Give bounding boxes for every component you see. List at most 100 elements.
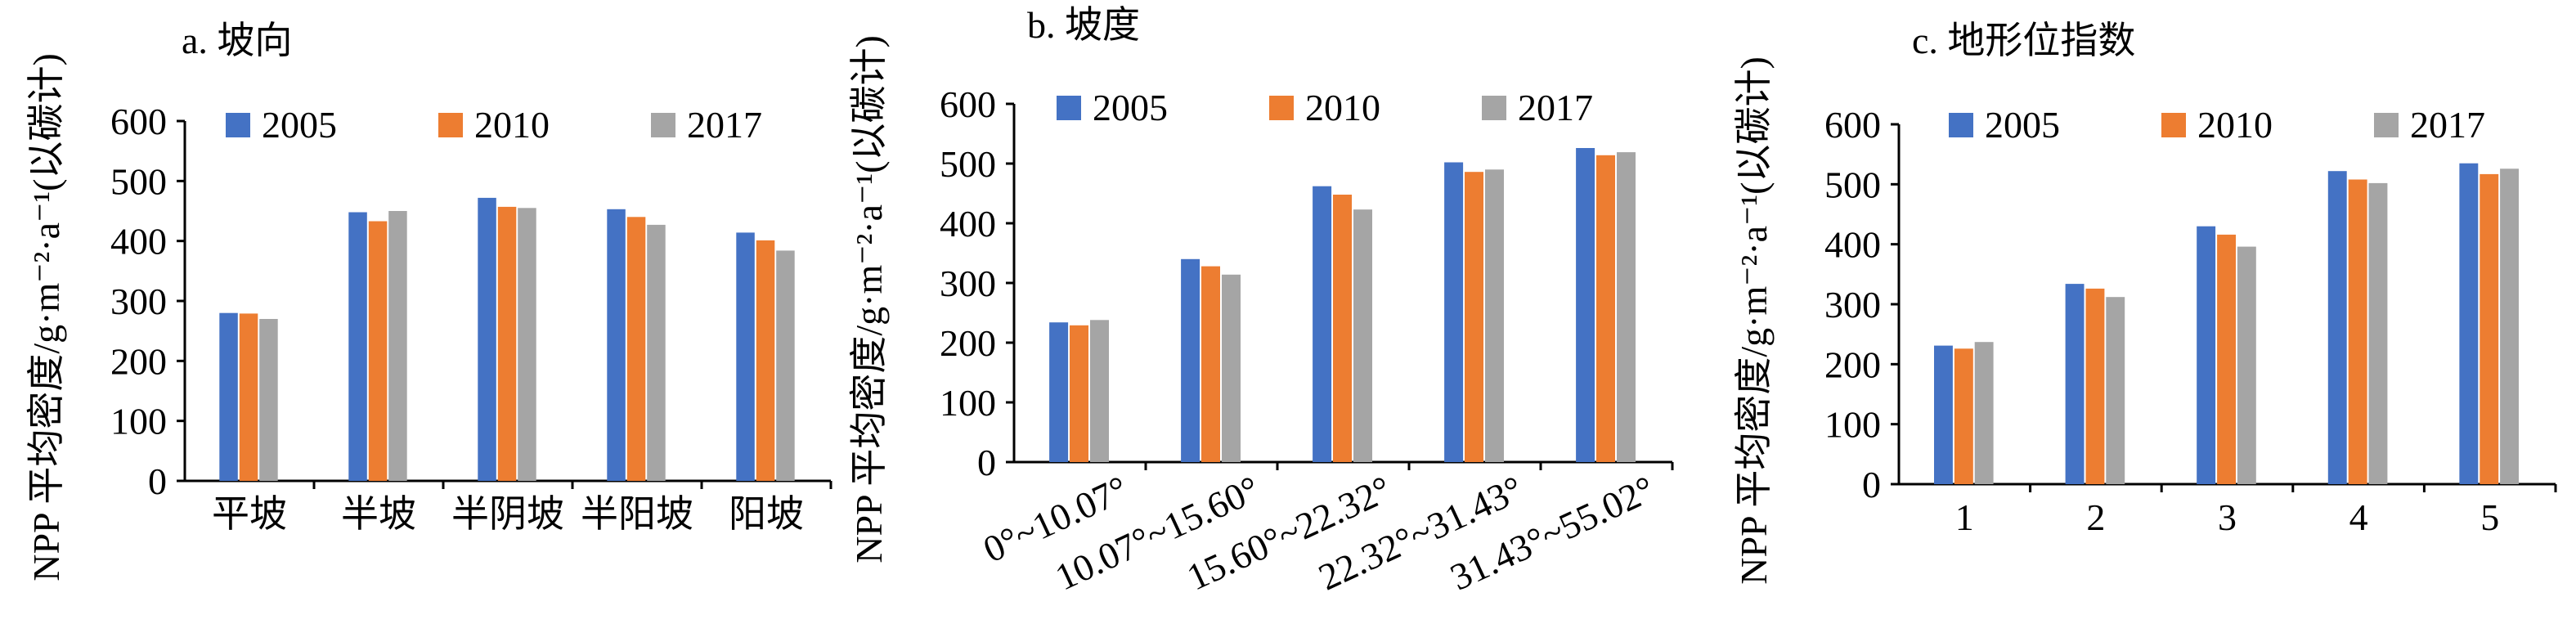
x-tick-label: 平坡 (212, 493, 287, 535)
y-tick-label: 300 (110, 281, 167, 322)
y-tick-label: 0 (977, 442, 996, 483)
bar-2017-1 (1090, 320, 1109, 462)
bar-2010-2 (2085, 288, 2105, 484)
bar-2010-1 (239, 313, 258, 481)
bar-2005-1 (1934, 345, 1953, 484)
chart-title: c. 地形位指数 (1912, 20, 2135, 61)
bar-2010-5 (1596, 155, 1615, 463)
bar-2010-5 (2480, 173, 2499, 484)
legend-swatch-2005 (226, 113, 250, 137)
legend-label: 2010 (474, 104, 550, 146)
bar-2010-4 (2348, 179, 2367, 484)
bar-2005-4 (2327, 171, 2347, 484)
bar-2010-3 (2217, 234, 2236, 484)
y-tick-label: 400 (940, 203, 996, 245)
y-tick-label: 400 (110, 221, 167, 263)
bar-2017-4 (2368, 182, 2388, 484)
legend-swatch-2010 (438, 113, 463, 137)
bar-2010-1 (1954, 348, 1973, 484)
bar-2005-1 (219, 312, 238, 481)
x-tick-label: 3 (2218, 496, 2237, 538)
legend-label: 2005 (262, 104, 337, 146)
y-tick-label: 200 (940, 322, 996, 364)
y-tick-label: 400 (1824, 224, 1881, 266)
y-tick-label: 100 (940, 382, 996, 424)
y-tick-label: 100 (1824, 404, 1881, 446)
chart-panel-1: a. 坡向 NPP 平均密度/g·m⁻²·a⁻¹(以碳计) 0 100 200 300 40… (25, 20, 832, 581)
bar-2005-2 (1181, 258, 1200, 462)
legend-swatch-2010 (1269, 96, 1294, 120)
bar-2005-3 (2197, 226, 2216, 484)
y-tick-label: 500 (940, 143, 996, 185)
y-tick-label: 500 (110, 160, 167, 202)
legend-label: 2010 (2197, 104, 2273, 146)
bar-2017-2 (2106, 297, 2125, 484)
bar-2017-2 (388, 211, 407, 481)
legend-swatch-2017 (1482, 96, 1506, 120)
y-tick-label: 100 (110, 401, 167, 442)
legend-label: 2005 (1093, 87, 1168, 128)
legend-swatch-2005 (1057, 96, 1081, 120)
bar-2010-4 (1465, 172, 1483, 462)
bar-2017-5 (1617, 152, 1636, 462)
x-tick-label: 5 (2480, 496, 2499, 538)
bar-2005-1 (1049, 322, 1069, 462)
bar-2017-5 (2500, 168, 2519, 485)
bar-2005-2 (348, 212, 367, 481)
bar-2017-2 (1222, 274, 1241, 462)
chart-title: a. 坡向 (182, 20, 292, 61)
bar-2005-5 (2459, 163, 2479, 484)
y-tick-label: 600 (1824, 104, 1881, 146)
legend-swatch-2005 (1949, 113, 1973, 137)
y-tick-label: 300 (1824, 284, 1881, 325)
legend-label: 2017 (1518, 87, 1593, 128)
y-tick-label: 300 (940, 263, 996, 304)
x-tick-label: 4 (2349, 496, 2368, 538)
legend-label: 2010 (1305, 87, 1380, 128)
legend-label: 2005 (1985, 104, 2060, 146)
y-tick-label: 200 (1824, 343, 1881, 385)
legend-label: 2017 (687, 104, 762, 146)
bar-2010-1 (1070, 325, 1088, 462)
x-tick-label: 半阳坡 (581, 493, 693, 535)
legend-label: 2017 (2410, 104, 2485, 146)
y-tick-label: 600 (110, 101, 167, 142)
bar-2005-2 (2065, 284, 2085, 484)
bar-2005-3 (1313, 186, 1332, 462)
y-tick-label: 0 (1862, 464, 1881, 505)
legend-swatch-2017 (651, 113, 675, 137)
y-tick-label: 0 (148, 460, 167, 502)
y-axis-label: NPP 平均密度/g·m⁻²·a⁻¹(以碳计) (848, 35, 890, 563)
bar-2017-4 (647, 224, 666, 481)
chart-title: b. 坡度 (1027, 4, 1140, 46)
bar-2005-3 (478, 197, 496, 481)
x-tick-label: 阳坡 (729, 493, 804, 535)
bar-2017-3 (518, 208, 536, 482)
bar-2005-5 (736, 232, 755, 481)
bar-2017-1 (259, 319, 278, 481)
bar-2017-1 (1974, 342, 1994, 484)
bar-2010-3 (1333, 195, 1352, 462)
bar-2017-4 (1485, 169, 1504, 463)
bar-2010-3 (497, 206, 517, 481)
legend-swatch-2017 (2374, 113, 2399, 137)
bar-2010-2 (368, 221, 388, 481)
y-tick-label: 500 (1824, 164, 1881, 205)
bar-2017-5 (776, 250, 795, 481)
chart-panel-3: c. 地形位指数 NPP 平均密度/g·m⁻²·a⁻¹(以碳计) 0 100 200 30… (1733, 20, 2557, 585)
legend-swatch-2010 (2161, 113, 2186, 137)
y-axis-label: NPP 平均密度/g·m⁻²·a⁻¹(以碳计) (1733, 56, 1775, 585)
bar-2010-2 (1201, 266, 1220, 462)
bar-2010-4 (626, 217, 646, 481)
bar-2017-3 (1353, 209, 1372, 462)
x-tick-label: 半阴坡 (451, 493, 564, 535)
x-tick-label: 半坡 (341, 493, 416, 535)
y-tick-label: 200 (110, 340, 167, 382)
bar-2017-3 (2237, 246, 2256, 484)
x-tick-label: 2 (2086, 496, 2105, 538)
x-tick-label: 1 (1955, 496, 1974, 538)
bar-2010-5 (756, 240, 775, 481)
bar-2005-4 (1444, 162, 1464, 462)
